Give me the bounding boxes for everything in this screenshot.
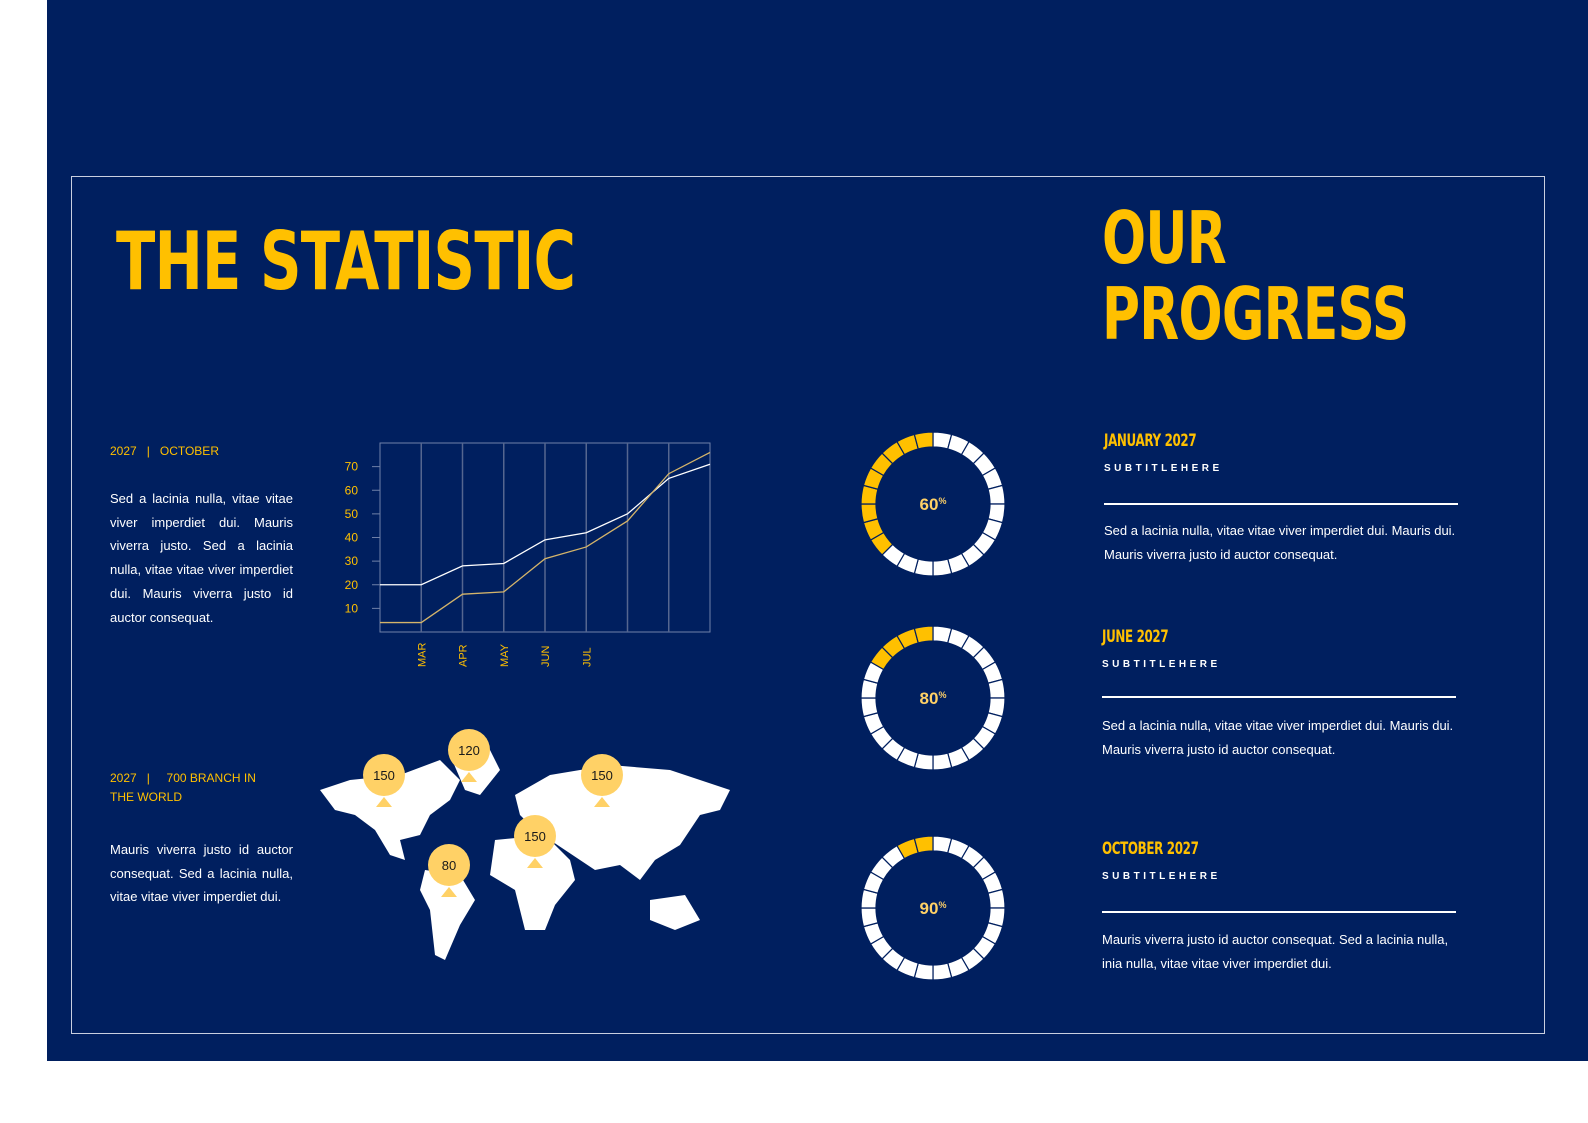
africa [490, 835, 575, 930]
map-marker[interactable]: 150 [581, 754, 623, 807]
section2-label: 700 BRANCH IN THE WORLD [110, 771, 256, 804]
marker-label: 150 [373, 768, 395, 783]
south-america [420, 870, 475, 960]
progress-subtitle: SUBTITLEHERE [1104, 463, 1223, 474]
progress-text: Mauris viverra justo id auctor consequat… [1102, 932, 1449, 971]
divider [1104, 503, 1458, 505]
australia [650, 895, 700, 930]
progress-text: Sed a lacinia nulla, vitae vitae viver i… [1104, 523, 1456, 562]
marker-label: 80 [442, 858, 456, 873]
progress-title-line2: PROGRESS [1102, 272, 1409, 356]
y-tick-label: 20 [345, 578, 359, 592]
progress-donut: 90% [860, 835, 1006, 981]
statistic-title: THE STATISTIC [116, 215, 576, 308]
line-chart: 10 20 30 40 50 60 70 MAR APR MAY JUN JUL [345, 442, 711, 668]
x-tick-label: MAR [416, 643, 428, 668]
donut-segment [987, 888, 1006, 909]
progress-title: OUR PROGRESS [1102, 196, 1409, 356]
progress-donut: 60% [860, 431, 1006, 577]
x-tick-label: APR [458, 644, 470, 667]
section2-text: Mauris viverra justo id auctor consequat… [110, 842, 293, 905]
y-tick-label: 10 [345, 601, 359, 615]
donut-segment [932, 962, 953, 981]
north-america [320, 760, 460, 860]
divider [1102, 696, 1456, 698]
map-marker[interactable]: 80 [428, 844, 470, 897]
progress-donut: 80% [860, 625, 1006, 771]
progress-text: Sed a lacinia nulla, vitae vitae viver i… [1102, 718, 1454, 757]
progress-date: JUNE 2027 [1102, 627, 1169, 647]
progress-title-line1: OUR [1102, 196, 1227, 280]
map-marker[interactable]: 150 [514, 815, 556, 868]
y-tick-label: 70 [345, 460, 359, 474]
section1-year: 2027 [110, 444, 137, 458]
donut-segment [932, 558, 953, 577]
donut-segment-filled [913, 431, 934, 450]
donut-segment [987, 678, 1006, 699]
europe-asia [515, 765, 730, 880]
progress-date: OCTOBER 2027 [1102, 839, 1199, 859]
x-tick-label: JUN [540, 646, 552, 667]
section2-year: 2027 [110, 771, 137, 785]
marker-label: 150 [591, 768, 613, 783]
divider [1102, 911, 1456, 913]
donut-segment [932, 752, 953, 771]
donut-segment [987, 484, 1006, 505]
separator: | [146, 444, 150, 458]
donut-segment [860, 907, 879, 928]
y-tick-label: 40 [345, 531, 359, 545]
map-marker[interactable]: 120 [448, 729, 490, 782]
progress-date: JANUARY 2027 [1104, 431, 1197, 451]
slide-frame [71, 176, 1545, 1034]
section1-text: Sed a lacinia nulla, vitae vitae viver i… [110, 491, 293, 625]
x-tick-label: JUL [581, 647, 593, 667]
progress-subtitle: SUBTITLEHERE [1102, 871, 1221, 882]
continents [320, 750, 730, 960]
series-line-2 [380, 451, 711, 624]
donut-segment [860, 697, 879, 718]
marker-label: 150 [524, 829, 546, 844]
world-map: 150 120 150 150 80 [320, 729, 730, 960]
section1-heading: 2027 | OCTOBER [110, 444, 219, 458]
donut-percent: 60% [920, 495, 947, 514]
donut-segment-filled [860, 503, 879, 524]
y-tick-label: 60 [345, 483, 359, 497]
progress-subtitle: SUBTITLEHERE [1102, 659, 1221, 670]
donut-percent: 90% [920, 899, 947, 918]
y-tick-label: 30 [345, 554, 359, 568]
y-tick-label: 50 [345, 507, 359, 521]
marker-label: 120 [458, 743, 480, 758]
section2-heading: 2027 | 700 BRANCH IN THE WORLD [110, 769, 280, 807]
separator: | [146, 771, 150, 785]
x-tick-label: MAY [499, 643, 511, 667]
section1-label: OCTOBER [159, 444, 219, 458]
donut-segment-filled [913, 835, 934, 854]
donut-segment-filled [913, 625, 934, 644]
donut-percent: 80% [920, 689, 947, 708]
map-marker[interactable]: 150 [363, 754, 405, 807]
